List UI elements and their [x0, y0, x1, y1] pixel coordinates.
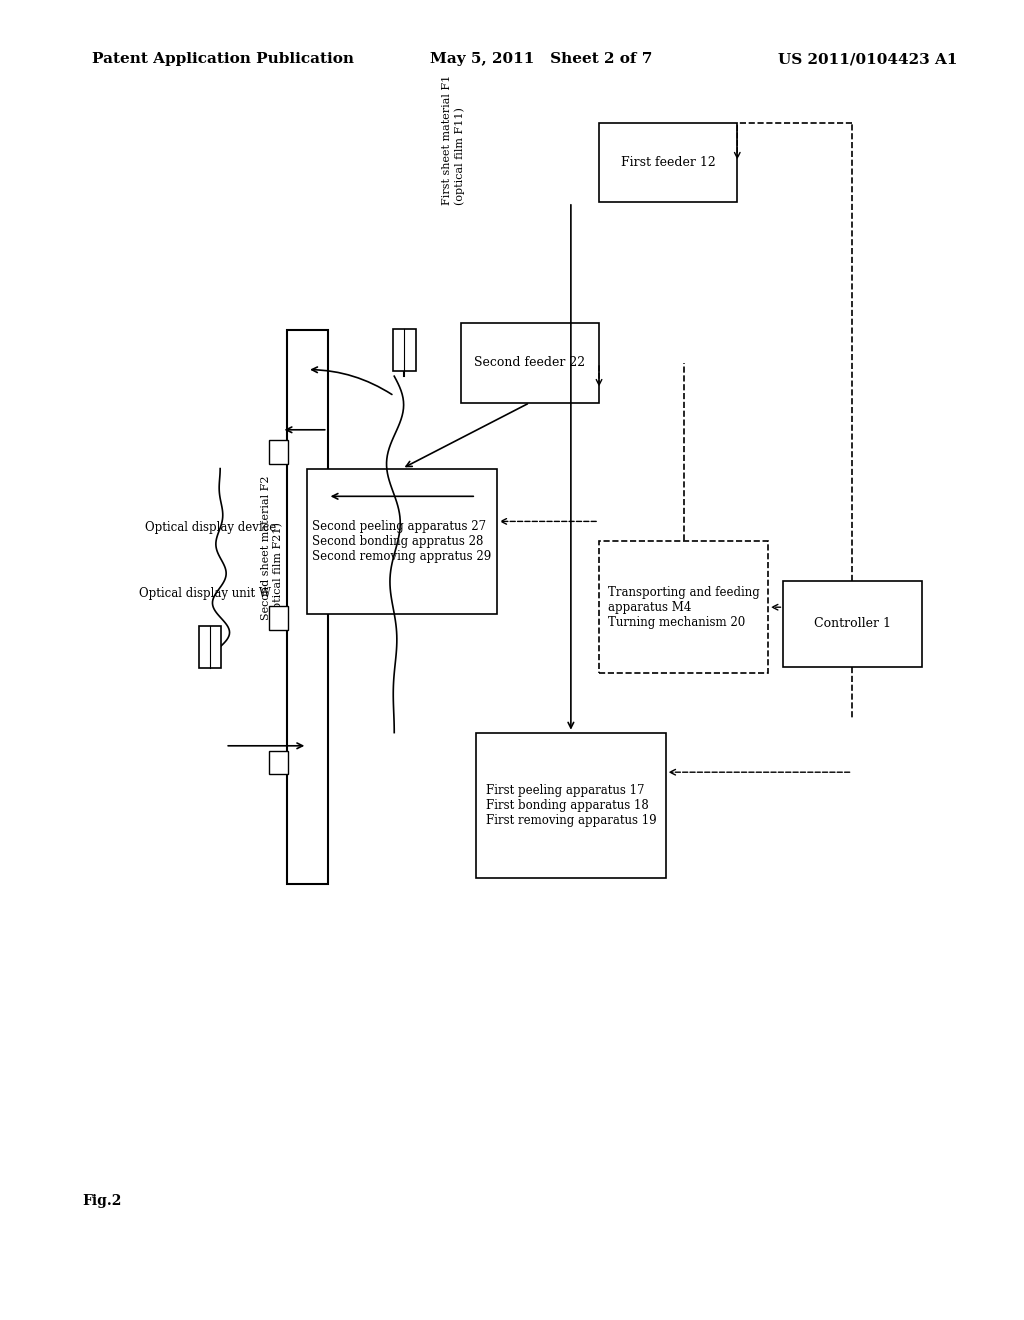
Bar: [307, 469, 497, 614]
Text: Controller 1: Controller 1: [814, 618, 891, 630]
Text: Second feeder 22: Second feeder 22: [474, 356, 586, 370]
Text: May 5, 2011   Sheet 2 of 7: May 5, 2011 Sheet 2 of 7: [430, 53, 652, 66]
Bar: [599, 123, 737, 202]
Text: Patent Application Publication: Patent Application Publication: [92, 53, 354, 66]
Text: First peeling apparatus 17
First bonding apparatus 18
First removing apparatus 1: First peeling apparatus 17 First bonding…: [485, 784, 656, 826]
Text: Optical display unit W: Optical display unit W: [139, 587, 271, 601]
Text: First feeder 12: First feeder 12: [621, 156, 716, 169]
Bar: [269, 606, 288, 630]
Bar: [476, 733, 666, 878]
Bar: [393, 329, 416, 371]
Bar: [287, 330, 328, 884]
Bar: [199, 626, 221, 668]
Bar: [783, 581, 922, 667]
Text: Fig.2: Fig.2: [82, 1195, 121, 1208]
Text: Second sheet material F2
(optical film F21): Second sheet material F2 (optical film F…: [261, 477, 284, 620]
Text: Transporting and feeding
apparatus M4
Turning mechanism 20: Transporting and feeding apparatus M4 Tu…: [607, 586, 760, 628]
Bar: [461, 323, 599, 403]
Bar: [269, 751, 288, 775]
Bar: [269, 440, 288, 463]
Text: US 2011/0104423 A1: US 2011/0104423 A1: [778, 53, 957, 66]
Text: First sheet material F1
(optical film F11): First sheet material F1 (optical film F1…: [442, 74, 465, 205]
Bar: [599, 541, 768, 673]
Text: Second peeling apparatus 27
Second bonding appratus 28
Second removing appratus : Second peeling apparatus 27 Second bondi…: [312, 520, 492, 562]
Text: Optical display device: Optical display device: [145, 521, 276, 535]
